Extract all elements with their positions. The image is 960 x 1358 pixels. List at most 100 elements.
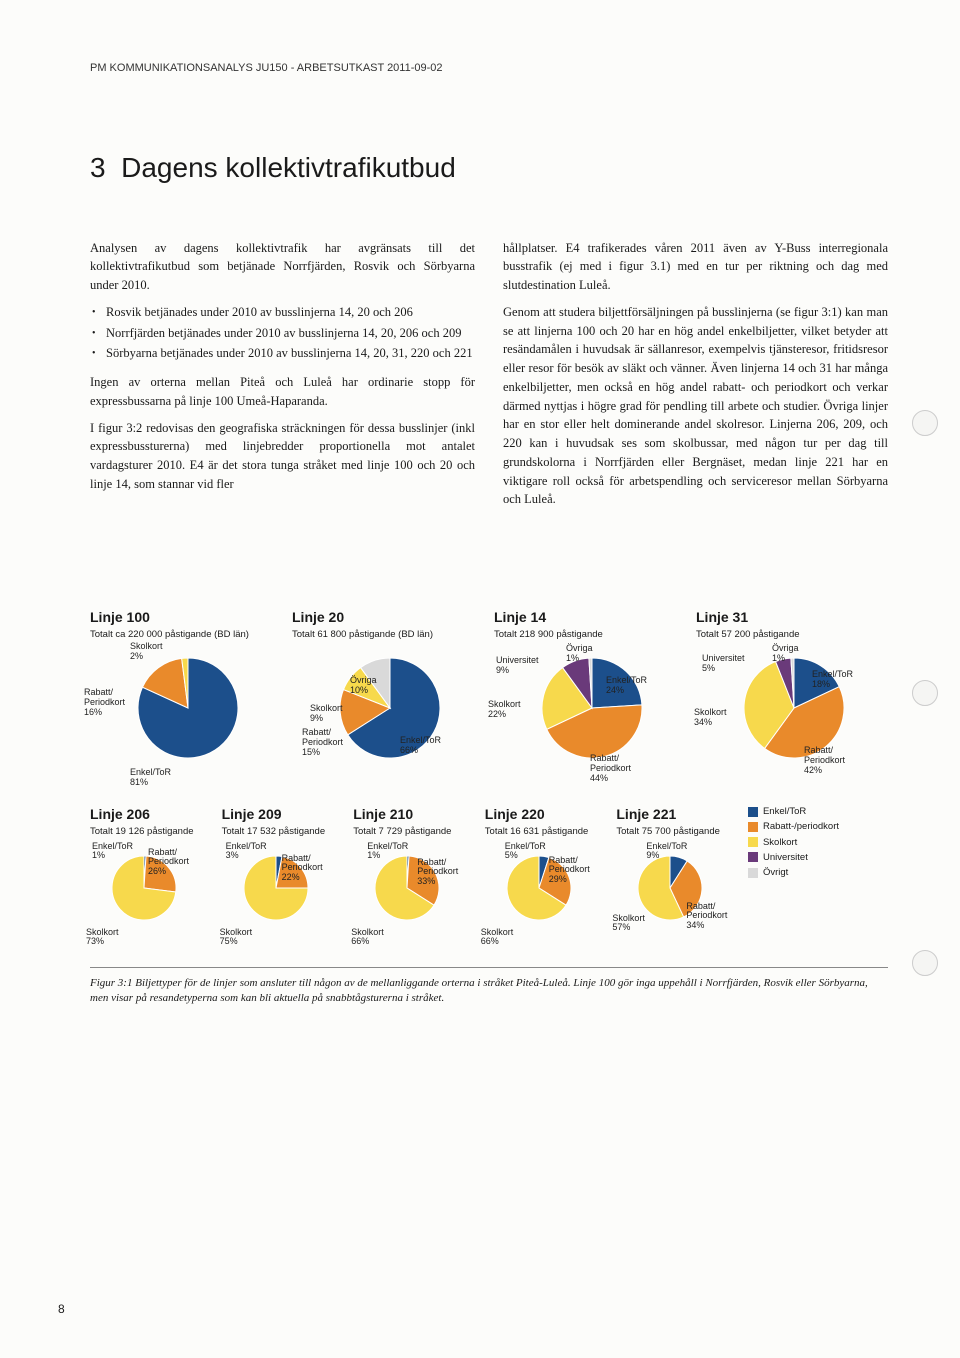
- pie-slice-label: Skolkort22%: [488, 700, 521, 720]
- pie-slice-label: Universitet5%: [702, 654, 745, 674]
- chapter-title: 3 Dagens kollektivtrafikutbud: [90, 147, 888, 189]
- legend-item: Övrigt: [748, 865, 888, 880]
- pie-slice-label: Skolkort75%: [220, 928, 253, 948]
- chapter-title-text: Dagens kollektivtrafikutbud: [121, 152, 456, 183]
- pie-chart: Linje 209 Totalt 17 532 påstigande Enkel…: [222, 804, 344, 948]
- paragraph: Ingen av orterna mellan Piteå och Luleå …: [90, 373, 475, 411]
- legend-label: Skolkort: [763, 835, 797, 850]
- chart-subtitle: Totalt 7 729 påstigande: [353, 825, 475, 839]
- chart-subtitle: Totalt 75 700 påstigande: [616, 825, 738, 839]
- legend-label: Universitet: [763, 850, 808, 865]
- pie-chart: Linje 210 Totalt 7 729 påstigande Enkel/…: [353, 804, 475, 948]
- pie-chart: Linje 14 Totalt 218 900 påstigande Unive…: [494, 607, 686, 786]
- pie-chart: Linje 20 Totalt 61 800 påstigande (BD lä…: [292, 607, 484, 786]
- hole-punch: [912, 680, 938, 706]
- pie-slice-label: Skolkort66%: [351, 928, 384, 948]
- pie-slice-label: Skolkort66%: [481, 928, 514, 948]
- legend-label: Rabatt-/periodkort: [763, 819, 839, 834]
- pie-slice-label: Skolkort57%: [612, 914, 645, 934]
- pie-wrap: Universitet9%Övriga1%Enkel/ToR24%Skolkor…: [494, 646, 686, 786]
- hole-punch: [912, 950, 938, 976]
- pie-slice-label: Enkel/ToR1%: [367, 842, 408, 862]
- pie-slice-label: Övriga10%: [350, 676, 377, 696]
- pie-slice-label: Enkel/ToR81%: [130, 768, 171, 788]
- pie-slice-label: Enkel/ToR9%: [646, 842, 687, 862]
- pie-slice-label: Enkel/ToR66%: [400, 736, 441, 756]
- pie-slice-label: Skolkort9%: [310, 704, 343, 724]
- legend-swatch: [748, 807, 758, 817]
- list-item: Sörbyarna betjänades under 2010 av bussl…: [106, 344, 475, 363]
- pie-wrap: Universitet5% Övriga1% Enkel/ToR18% Skolkor…: [696, 646, 888, 786]
- chart-title: Linje 220: [485, 804, 607, 825]
- chart-subtitle: Totalt 16 631 påstigande: [485, 825, 607, 839]
- paragraph: hållplatser. E4 trafikerades våren 2011 …: [503, 239, 888, 295]
- chart-title: Linje 14: [494, 607, 686, 628]
- chart-title: Linje 100: [90, 607, 282, 628]
- chart-subtitle: Totalt ca 220 000 påstigande (BD län): [90, 628, 282, 642]
- pie-chart: Linje 221 Totalt 75 700 påstigande Enkel…: [616, 804, 738, 948]
- chart-subtitle: Totalt 57 200 påstigande: [696, 628, 888, 642]
- pie-slice-label: Enkel/ToR5%: [505, 842, 546, 862]
- paragraph: Genom att studera biljettförsäljningen p…: [503, 303, 888, 509]
- legend-swatch: [748, 822, 758, 832]
- figure-caption: Figur 3:1 Biljettyper för de linjer som …: [90, 967, 888, 1007]
- paragraph: Analysen av dagens kollektivtrafik har a…: [90, 239, 475, 295]
- legend-swatch: [748, 837, 758, 847]
- pie-wrap: Enkel/ToR1%Rabatt/Periodkort26%Skolkort7…: [90, 844, 212, 949]
- pie-slice-label: Rabatt/Periodkort26%: [148, 848, 189, 878]
- chart-subtitle: Totalt 17 532 påstigande: [222, 825, 344, 839]
- pie-wrap: Enkel/ToR1% Rabatt/Periodkort33% Skolkort6…: [353, 844, 475, 949]
- chart-subtitle: Totalt 61 800 påstigande (BD län): [292, 628, 484, 642]
- charts-section: Linje 100 Totalt ca 220 000 påstigande (…: [90, 607, 888, 1006]
- chart-title: Linje 31: [696, 607, 888, 628]
- pie-slice-label: Övriga1%: [772, 644, 799, 664]
- pie-slice-label: Rabatt/Periodkort15%: [302, 728, 343, 758]
- chart-subtitle: Totalt 19 126 påstigande: [90, 825, 212, 839]
- pie-slice-label: Rabatt/Periodkort34%: [686, 902, 727, 932]
- pie-slice-label: Universitet9%: [496, 656, 539, 676]
- legend-item: Skolkort: [748, 835, 888, 850]
- pie-chart: Linje 206 Totalt 19 126 påstigande Enkel…: [90, 804, 212, 948]
- pie-slice-label: Skolkort73%: [86, 928, 119, 948]
- pie-slice-label: Övriga1%: [566, 644, 593, 664]
- pie-chart: Linje 220 Totalt 16 631 påstigande Enkel…: [485, 804, 607, 948]
- pie-wrap: Övriga10% Skolkort9% Rabatt/Periodkort15% E…: [292, 646, 484, 786]
- page-number: 8: [58, 1300, 65, 1318]
- chapter-number: 3: [90, 152, 106, 183]
- pie-slice-label: Enkel/ToR1%: [92, 842, 133, 862]
- chart-legend: Enkel/ToRRabatt-/periodkortSkolkortUnive…: [748, 804, 888, 948]
- document-page: PM KOMMUNIKATIONSANALYS JU150 - ARBETSUT…: [0, 0, 960, 1358]
- legend-item: Rabatt-/periodkort: [748, 819, 888, 834]
- pie-wrap: Enkel/ToR9%Rabatt/Periodkort34%Skolkort5…: [616, 844, 738, 949]
- pie-slice-label: Rabatt/Periodkort44%: [590, 754, 631, 784]
- pie-slice-label: Rabatt/Periodkort16%: [84, 688, 125, 718]
- pie-chart: Linje 100 Totalt ca 220 000 påstigande (…: [90, 607, 282, 786]
- legend-item: Universitet: [748, 850, 888, 865]
- chart-title: Linje 221: [616, 804, 738, 825]
- chart-row-bottom: Linje 206 Totalt 19 126 påstigande Enkel…: [90, 804, 888, 948]
- hole-punch: [912, 410, 938, 436]
- pie-wrap: Rabatt/Periodkort16%Skolkort2%Enkel/ToR8…: [90, 646, 282, 786]
- pie-slice-label: Skolkort34%: [694, 708, 727, 728]
- legend-swatch: [748, 852, 758, 862]
- pie-slice-label: Enkel/ToR3%: [226, 842, 267, 862]
- bullet-list: Rosvik betjänades under 2010 av busslinj…: [90, 303, 475, 363]
- chart-title: Linje 20: [292, 607, 484, 628]
- chart-title: Linje 206: [90, 804, 212, 825]
- pie-wrap: Enkel/ToR5%Rabatt/Periodkort29%Skolkort6…: [485, 844, 607, 949]
- paragraph: I figur 3:2 redovisas den geografiska st…: [90, 419, 475, 494]
- pie-slice-label: Rabatt/Periodkort22%: [282, 854, 323, 884]
- chart-title: Linje 210: [353, 804, 475, 825]
- chart-subtitle: Totalt 218 900 påstigande: [494, 628, 686, 642]
- legend-label: Övrigt: [763, 865, 788, 880]
- chart-title: Linje 209: [222, 804, 344, 825]
- pie-slice-label: Skolkort2%: [130, 642, 163, 662]
- pie-chart: Linje 31 Totalt 57 200 påstigande Univer…: [696, 607, 888, 786]
- pie-slice-label: Enkel/ToR24%: [606, 676, 647, 696]
- list-item: Norrfjärden betjänades under 2010 av bus…: [106, 324, 475, 343]
- pie-slice-label: Rabatt/Periodkort42%: [804, 746, 845, 776]
- pie-slice-label: Enkel/ToR18%: [812, 670, 853, 690]
- running-header: PM KOMMUNIKATIONSANALYS JU150 - ARBETSUT…: [90, 60, 888, 77]
- chart-row-top: Linje 100 Totalt ca 220 000 påstigande (…: [90, 607, 888, 786]
- pie-slice-label: Rabatt/Periodkort33%: [417, 858, 458, 888]
